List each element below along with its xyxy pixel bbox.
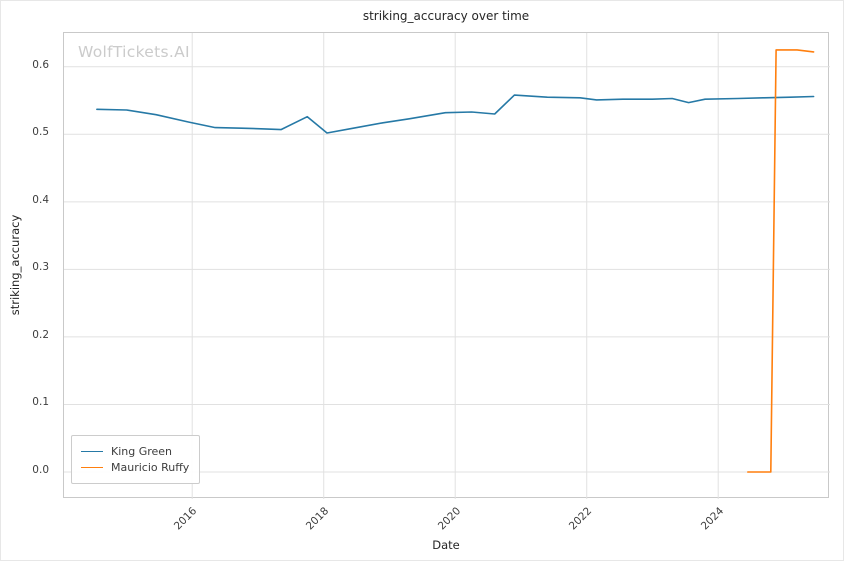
legend-label: Mauricio Ruffy: [111, 461, 190, 474]
x-tick-label: 2018: [303, 505, 332, 533]
y-axis-label: striking_accuracy: [8, 214, 22, 316]
y-tick-label: 0.5: [32, 126, 49, 139]
legend-line-swatch: [81, 451, 103, 452]
x-tick-label: 2016: [172, 505, 200, 533]
y-tick-label: 0.6: [32, 58, 49, 71]
legend-item: Mauricio Ruffy: [81, 461, 189, 474]
y-tick-label: 0.2: [32, 328, 49, 341]
chart-title: striking_accuracy over time: [362, 9, 530, 23]
legend-item: King Green: [81, 445, 189, 458]
line-chart: [64, 33, 830, 499]
y-tick-label: 0.4: [32, 193, 49, 206]
x-axis-label: Date: [432, 538, 460, 552]
x-axis-ticks: 2016 2018 2020 2022 2024: [63, 500, 829, 542]
plot-area: WolfTickets.AI King Green Mauricio Ruffy: [63, 32, 830, 499]
legend-line-swatch: [81, 467, 103, 468]
y-tick-label: 0.1: [32, 396, 49, 409]
legend: King Green Mauricio Ruffy: [71, 435, 201, 484]
y-axis-ticks: 0.0 0.1 0.2 0.3 0.4 0.5 0.6: [1, 32, 57, 498]
x-tick-label: 2022: [566, 505, 595, 533]
x-tick-label: 2020: [435, 505, 463, 533]
legend-label: King Green: [111, 445, 173, 458]
series-line-mauricio-ruffy: [746, 49, 815, 473]
y-tick-label: 0.3: [32, 261, 49, 274]
watermark: WolfTickets.AI: [78, 43, 190, 61]
x-tick-label: 2024: [698, 505, 726, 533]
series-line-king-green: [96, 94, 815, 134]
y-tick-label: 0.0: [32, 463, 49, 476]
